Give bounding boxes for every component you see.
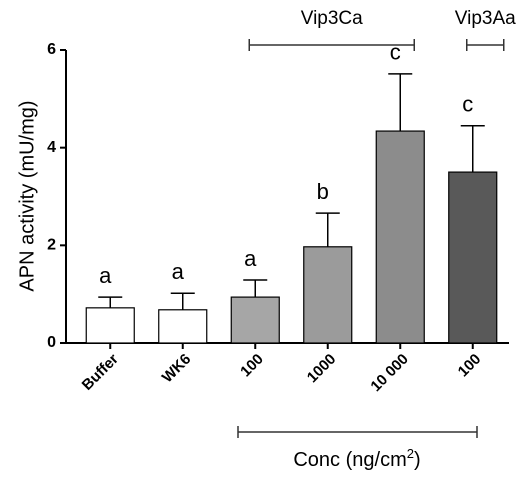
x-axis-title-text: Conc (ng/cm: [293, 449, 406, 471]
significance-letter: c: [462, 92, 473, 117]
group-label: Vip3Ca: [301, 8, 363, 29]
y-tick-label: 4: [47, 139, 56, 156]
significance-letter: b: [317, 179, 329, 204]
bar: [303, 246, 353, 344]
significance-letter: a: [99, 263, 112, 288]
x-tick-label: WK6: [159, 351, 195, 387]
x-tick-label: 1000: [304, 351, 340, 387]
x-axis-title: Conc (ng/cm2): [293, 446, 420, 471]
significance-letter: a: [172, 259, 185, 284]
bar: [375, 130, 425, 344]
y-axis-title: APN activity (mU/mg): [16, 100, 38, 291]
x-axis-title-tail: ): [414, 449, 421, 471]
bar: [448, 171, 498, 344]
group-label: Vip3Aa: [455, 8, 516, 29]
x-tick-label: 10 000: [367, 351, 411, 395]
x-tick-label: 100: [455, 351, 485, 381]
bar: [85, 307, 135, 344]
significance-letter: c: [390, 40, 401, 65]
significance-letter: a: [244, 246, 257, 271]
y-tick-label: 0: [47, 334, 56, 351]
bar: [230, 296, 280, 344]
x-tick-label: Buffer: [79, 351, 122, 394]
y-tick-label: 2: [47, 237, 56, 254]
x-axis-title-sup: 2: [407, 446, 414, 461]
y-tick-label: 6: [47, 41, 56, 58]
bar: [158, 309, 208, 344]
x-tick-label: 100: [237, 351, 267, 381]
